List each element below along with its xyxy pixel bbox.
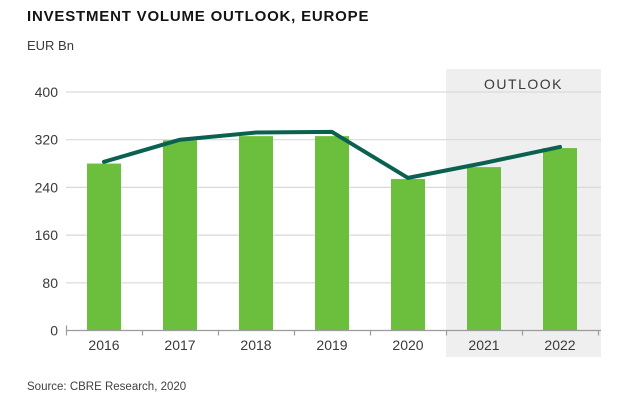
bar-2016 <box>87 163 121 331</box>
outlook-label: OUTLOOK <box>484 76 563 92</box>
x-tick-label-2021: 2021 <box>468 337 499 353</box>
x-tick-label-2016: 2016 <box>88 337 119 353</box>
bar-2020 <box>391 179 425 331</box>
x-tick-label-2017: 2017 <box>164 337 195 353</box>
y-tick-label-80: 80 <box>42 275 58 291</box>
x-tick-label-2022: 2022 <box>544 337 575 353</box>
y-tick-label-240: 240 <box>35 179 59 195</box>
x-tick-label-2019: 2019 <box>316 337 347 353</box>
y-axis-unit-label: EUR Bn <box>27 38 74 53</box>
y-tick-label-400: 400 <box>35 84 59 100</box>
bar-2019 <box>315 136 349 331</box>
trend-line <box>102 129 562 180</box>
y-tick-label-320: 320 <box>35 132 59 148</box>
x-tick-label-2018: 2018 <box>240 337 271 353</box>
y-tick-label-0: 0 <box>50 323 58 339</box>
chart-title: INVESTMENT VOLUME OUTLOOK, EUROPE <box>27 8 370 25</box>
x-tick-label-2020: 2020 <box>392 337 423 353</box>
source-note: Source: CBRE Research, 2020 <box>27 381 187 393</box>
y-tick-label-160: 160 <box>35 227 59 243</box>
bar-2017 <box>163 140 197 331</box>
bar-2018 <box>239 136 273 331</box>
bar-2022 <box>543 148 577 331</box>
bar-2021 <box>467 167 501 331</box>
